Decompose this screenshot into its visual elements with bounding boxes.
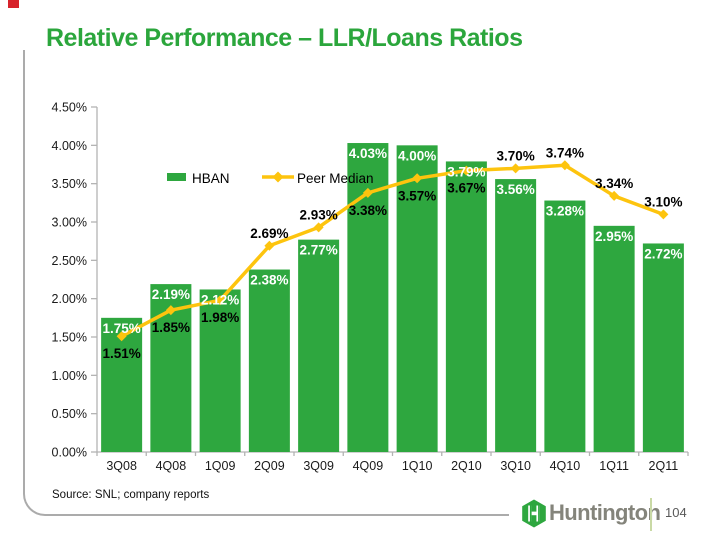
peer-median-line [120, 163, 664, 338]
bar-value-label: 3.56% [496, 182, 534, 197]
line-value-label: 3.67% [447, 181, 485, 196]
x-category-label: 2Q11 [649, 459, 679, 473]
y-tick-label: 0.00% [52, 446, 87, 460]
source-note: Source: SNL; company reports [52, 489, 210, 501]
x-category-label: 3Q09 [303, 459, 334, 473]
line-value-label: 3.57% [398, 188, 436, 203]
x-category-label: 3Q08 [106, 459, 137, 473]
line-marker-3Q09 [313, 222, 324, 233]
x-category-label: 1Q10 [402, 459, 433, 473]
x-category-label: 1Q09 [205, 459, 236, 473]
bar-3Q09 [298, 239, 340, 452]
line-marker-2Q09 [264, 240, 275, 251]
y-tick-label: 4.00% [52, 139, 87, 153]
bar-value-label: 3.28% [546, 204, 584, 219]
line-value-label: 1.85% [152, 320, 190, 335]
bar-2Q11 [642, 243, 684, 452]
y-tick-label: 4.50% [52, 101, 87, 115]
y-tick-label: 3.50% [52, 177, 87, 191]
line-marker-1Q11 [609, 190, 620, 201]
bar-value-label: 3.79% [447, 164, 485, 179]
bar-value-label: 2.38% [250, 273, 288, 288]
line-value-label: 3.38% [349, 203, 387, 218]
x-category-label: 4Q10 [550, 459, 581, 473]
line-marker-3Q08 [116, 331, 127, 342]
bar-1Q10 [396, 145, 438, 453]
bar-2Q09 [248, 269, 290, 452]
x-category-label: 2Q10 [451, 459, 482, 473]
x-category-label: 3Q10 [500, 459, 531, 473]
bar-1Q11 [593, 225, 635, 452]
legend-hban-label: HBAN [192, 171, 230, 186]
line-value-label: 1.98% [201, 310, 239, 325]
x-category-label: 4Q09 [353, 459, 384, 473]
bar-value-label: 4.03% [349, 146, 387, 161]
line-marker-2Q11 [658, 209, 669, 220]
bar-value-label: 4.00% [398, 148, 436, 163]
legend-peer-label: Peer Median [297, 171, 374, 186]
x-category-label: 2Q09 [254, 459, 285, 473]
legend-peer-marker [272, 171, 284, 183]
line-value-label: 1.51% [102, 346, 140, 361]
line-marker-4Q09 [362, 187, 373, 198]
line-marker-1Q10 [412, 173, 423, 184]
line-value-label: 2.69% [250, 226, 288, 241]
page-number: 104 [665, 505, 687, 520]
x-category-label: 4Q08 [156, 459, 187, 473]
line-marker-4Q10 [559, 160, 570, 171]
bar-value-label: 2.12% [201, 292, 239, 307]
footer-divider [650, 498, 652, 531]
bar-value-label: 1.75% [102, 321, 140, 336]
bar-2Q10 [445, 161, 487, 452]
bar-value-label: 2.95% [595, 229, 633, 244]
bar-3Q10 [495, 179, 537, 453]
line-value-label: 3.70% [496, 148, 534, 163]
y-tick-label: 1.50% [52, 331, 87, 345]
y-tick-label: 1.00% [52, 369, 87, 383]
line-value-label: 3.74% [546, 145, 584, 160]
slide-corner-marker [8, 0, 19, 8]
slide-title: Relative Performance – LLR/Loans Ratios [46, 24, 523, 52]
y-tick-label: 3.00% [52, 216, 87, 230]
line-marker-2Q10 [461, 165, 472, 176]
line-marker-1Q09 [215, 295, 226, 306]
x-category-label: 1Q11 [599, 459, 629, 473]
content-frame [23, 50, 509, 516]
huntington-logo-icon [522, 499, 546, 528]
bar-value-label: 2.77% [299, 243, 337, 258]
bar-value-label: 2.72% [644, 246, 682, 261]
bar-value-label: 2.19% [152, 287, 190, 302]
bar-4Q10 [544, 200, 586, 452]
y-tick-label: 2.50% [52, 254, 87, 268]
legend-hban-swatch [167, 173, 186, 181]
bar-1Q09 [199, 289, 241, 452]
line-marker-4Q08 [165, 305, 176, 316]
line-value-label: 3.10% [644, 194, 682, 209]
brand-name: Huntington [549, 500, 661, 525]
y-tick-label: 0.50% [52, 407, 87, 421]
line-value-label: 2.93% [299, 207, 337, 222]
line-value-label: 3.34% [595, 176, 633, 191]
y-tick-label: 2.00% [52, 292, 87, 306]
line-marker-3Q10 [510, 163, 521, 174]
